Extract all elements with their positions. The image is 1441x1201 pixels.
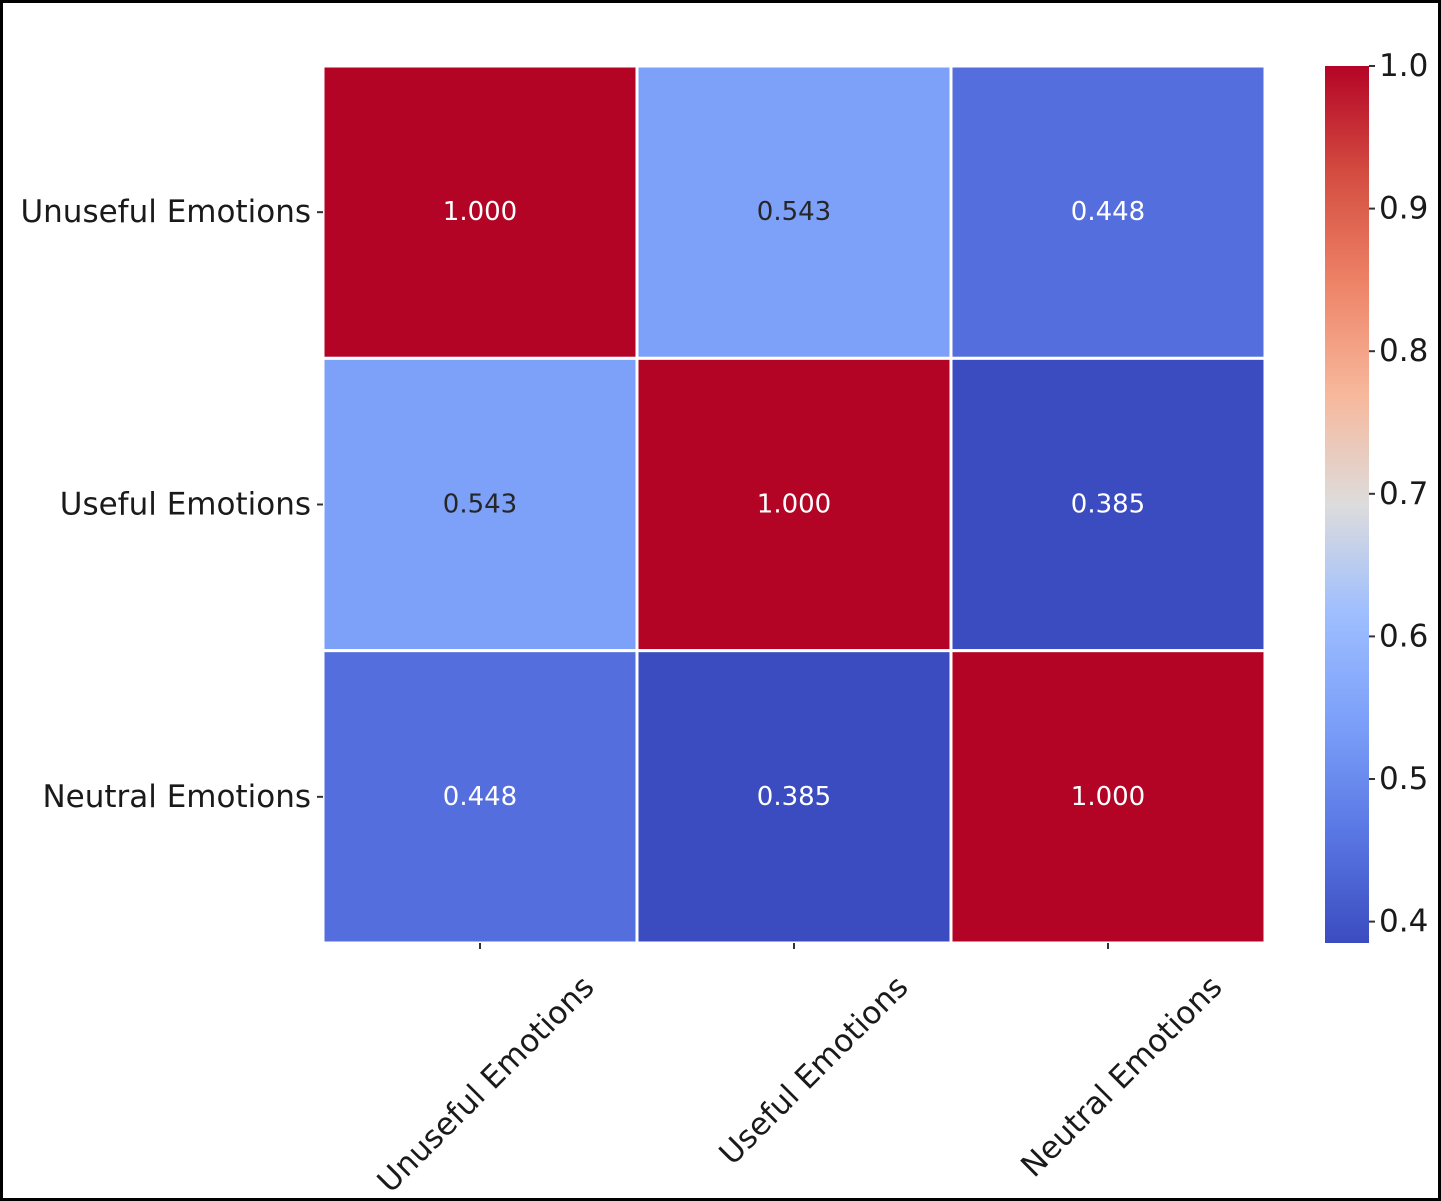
x-tick-label: Neutral Emotions <box>1014 969 1229 1184</box>
heatmap-cell <box>321 356 639 653</box>
cell-value-label: 0.448 <box>443 782 517 812</box>
heatmap-cell <box>949 64 1267 360</box>
heatmap-chart: 1.000 0.543 0.448 0.543 1.000 0.385 0.448 0.385… <box>20 48 1428 1198</box>
colorbar-tick-label: 1.0 <box>1379 48 1428 84</box>
heatmap-cell <box>635 64 953 360</box>
y-tick-label: Neutral Emotions <box>42 779 311 815</box>
heatmap-cell-labels: 1.000 0.543 0.448 0.543 1.000 0.385 0.448 0.385… <box>443 197 1145 812</box>
colorbar-tick-label: 0.4 <box>1379 904 1428 940</box>
cell-value-label: 0.543 <box>443 490 517 520</box>
y-tick-label: Unuseful Emotions <box>20 194 311 230</box>
colorbar-tick-label: 0.9 <box>1379 191 1428 227</box>
y-tick-label: Useful Emotions <box>60 487 311 523</box>
heatmap-cell <box>321 64 639 360</box>
cell-value-label: 1.000 <box>443 197 517 227</box>
colorbar-tick-label: 0.7 <box>1379 476 1428 512</box>
heatmap-cell <box>635 649 953 945</box>
y-tick-labels: Unuseful Emotions Useful Emotions Neutral … <box>20 194 323 815</box>
heatmap-cells <box>321 64 1267 945</box>
x-tick-label: Unuseful Emotions <box>371 969 602 1198</box>
colorbar: 1.0 0.9 0.8 0.7 0.6 0.5 0.4 <box>1325 48 1428 943</box>
heatmap-cell <box>949 356 1267 653</box>
colorbar-tick-label: 0.8 <box>1379 333 1428 369</box>
colorbar-gradient <box>1325 66 1369 943</box>
cell-value-label: 0.448 <box>1071 197 1145 227</box>
x-tick-label: Useful Emotions <box>712 969 915 1172</box>
colorbar-tick-label: 0.6 <box>1379 618 1428 654</box>
cell-value-label: 0.385 <box>757 782 831 812</box>
x-tick-labels: Unuseful Emotions Useful Emotions Neutral … <box>371 943 1230 1198</box>
cell-value-label: 1.000 <box>757 490 831 520</box>
cell-value-label: 0.543 <box>757 197 831 227</box>
cell-value-label: 0.385 <box>1071 490 1145 520</box>
colorbar-tick-label: 0.5 <box>1379 761 1428 797</box>
cell-value-label: 1.000 <box>1071 782 1145 812</box>
heatmap-cell <box>635 356 953 653</box>
